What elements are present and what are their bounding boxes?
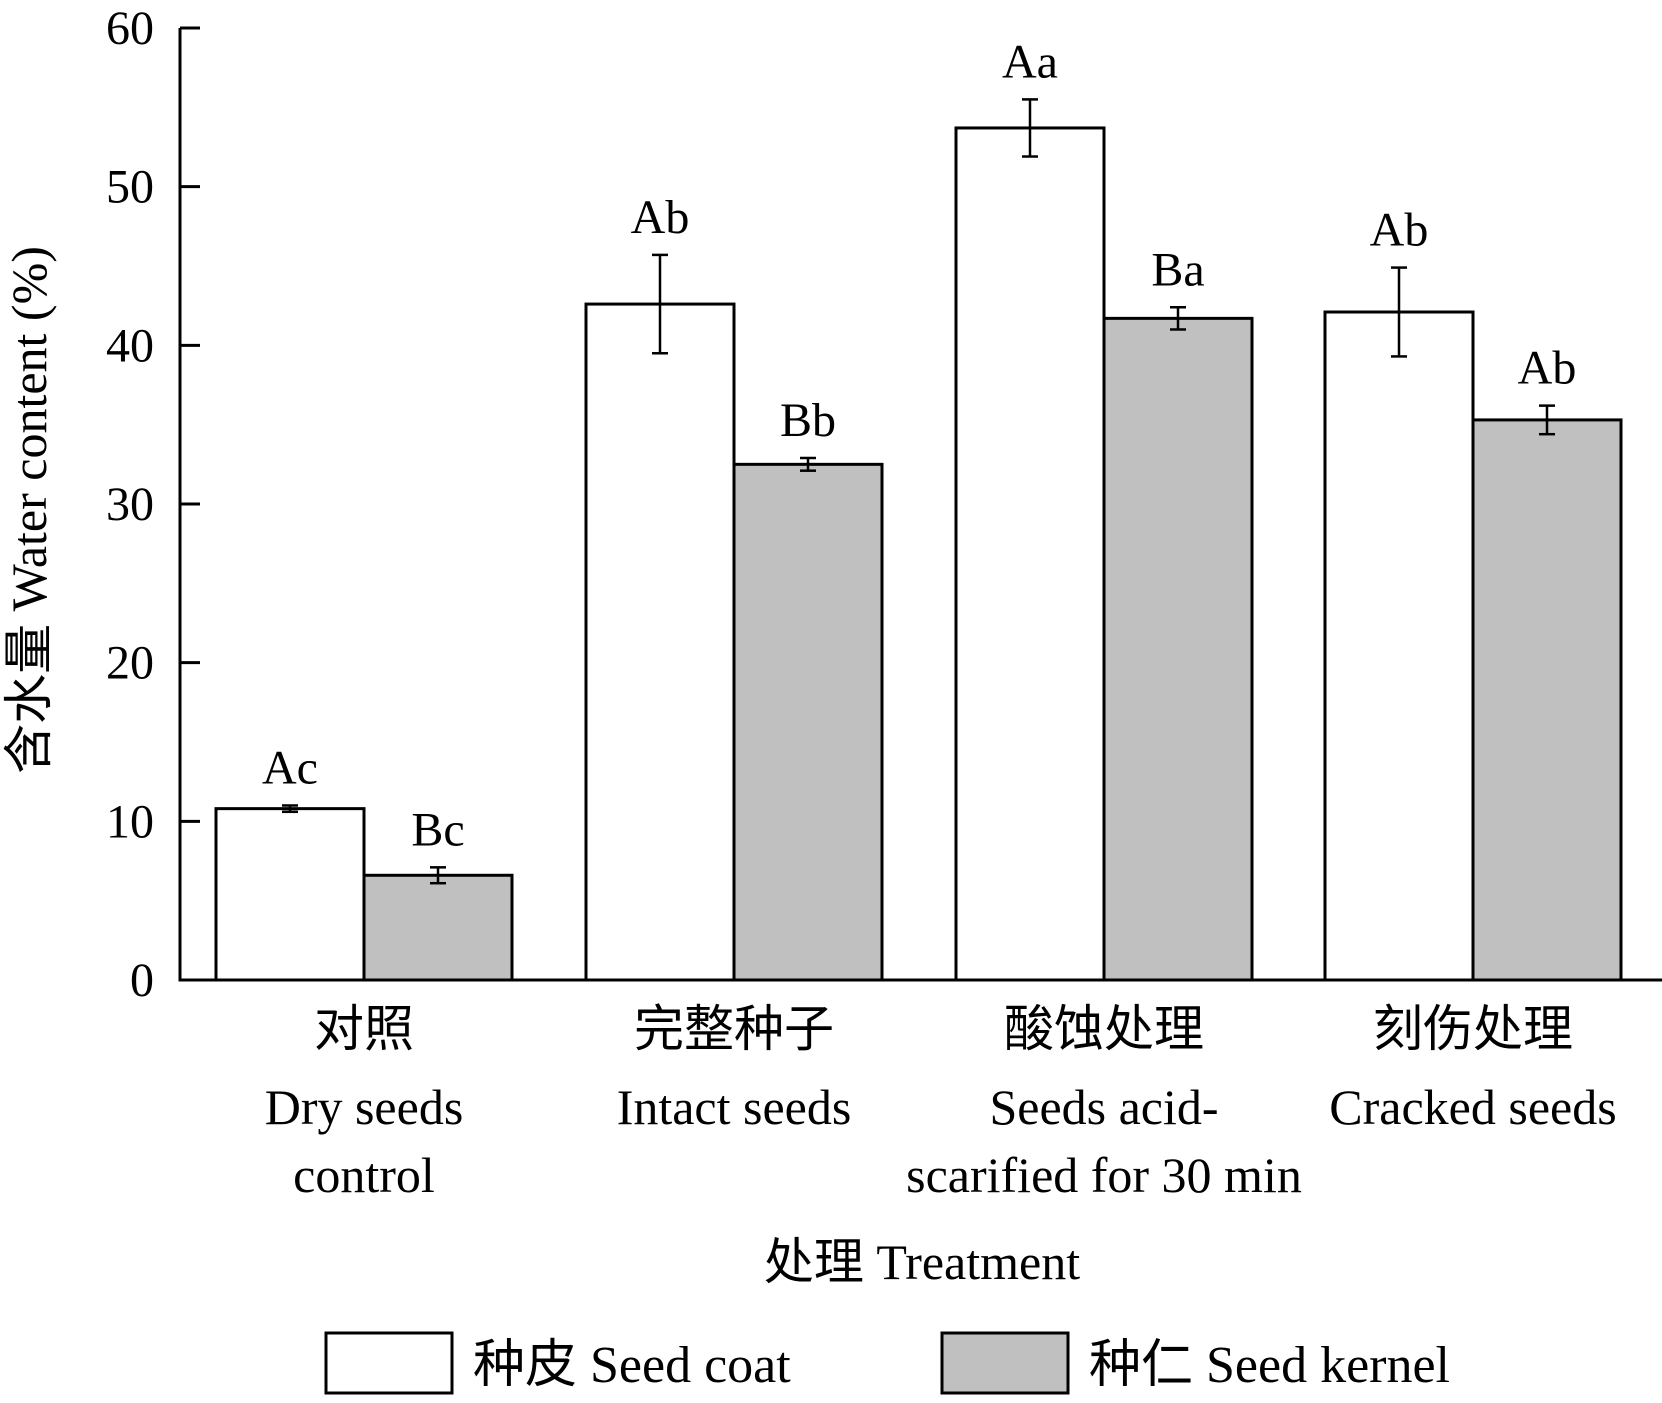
bar-seed-coat — [214, 807, 366, 982]
category-label-zh: 酸蚀处理 — [1004, 1001, 1204, 1057]
bar-seed-kernel — [1471, 418, 1623, 982]
category-label-en: Intact seeds — [617, 1079, 852, 1135]
y-tick-label: 30 — [106, 478, 154, 531]
y-axis-title: 含水量 Water content (%) — [1, 246, 57, 774]
category-label-en: Cracked seeds — [1329, 1079, 1616, 1135]
category-label-en: Seeds acid- — [989, 1079, 1218, 1135]
labels-layer: Ac Ab Aa Ab Bc Bb Ba Ab 0 10 20 30 40 50 60 对照 Dry seeds… — [106, 2, 1617, 1203]
bar-seed-kernel — [362, 873, 514, 982]
x-axis-title: 处理 Treatment — [764, 1234, 1080, 1290]
axes-layer — [178, 26, 1662, 982]
category-label-en: control — [293, 1147, 435, 1203]
category-label-zh: 刻伤处理 — [1373, 1001, 1573, 1057]
legend-label: 种仁 Seed kernel — [1089, 1337, 1450, 1394]
bar-seed-coat — [954, 126, 1106, 982]
significance-label: Ba — [1151, 243, 1204, 296]
bar-seed-coat — [1323, 310, 1475, 982]
significance-label: Aa — [1002, 35, 1058, 88]
significance-label: Ab — [631, 191, 690, 244]
category-label-en: scarified for 30 min — [906, 1147, 1302, 1203]
legend: 种皮 Seed coat 种仁 Seed kernel — [324, 1331, 1450, 1395]
category-label-zh: 完整种子 — [634, 1001, 834, 1057]
significance-label: Ab — [1370, 204, 1429, 257]
bar-seed-coat — [584, 302, 736, 982]
significance-label: Bb — [780, 394, 836, 447]
bar-seed-kernel — [1102, 316, 1254, 982]
legend-swatch-seed-kernel — [940, 1331, 1070, 1395]
legend-swatch-seed-coat — [324, 1331, 454, 1395]
significance-label: Ab — [1518, 342, 1577, 395]
category-label-zh: 对照 — [314, 1001, 414, 1057]
significance-label: Ac — [262, 741, 318, 794]
y-tick-label: 50 — [106, 161, 154, 214]
y-tick-label: 40 — [106, 319, 154, 372]
significance-label: Bc — [411, 803, 464, 856]
category-label-en: Dry seeds — [265, 1079, 464, 1135]
bar-seed-kernel — [732, 462, 884, 982]
y-tick-label: 0 — [130, 954, 154, 1007]
y-tick-label: 20 — [106, 637, 154, 690]
legend-label: 种皮 Seed coat — [473, 1337, 791, 1394]
y-tick-label: 60 — [106, 2, 154, 55]
bars-layer — [214, 98, 1623, 982]
y-tick-label: 10 — [106, 795, 154, 848]
